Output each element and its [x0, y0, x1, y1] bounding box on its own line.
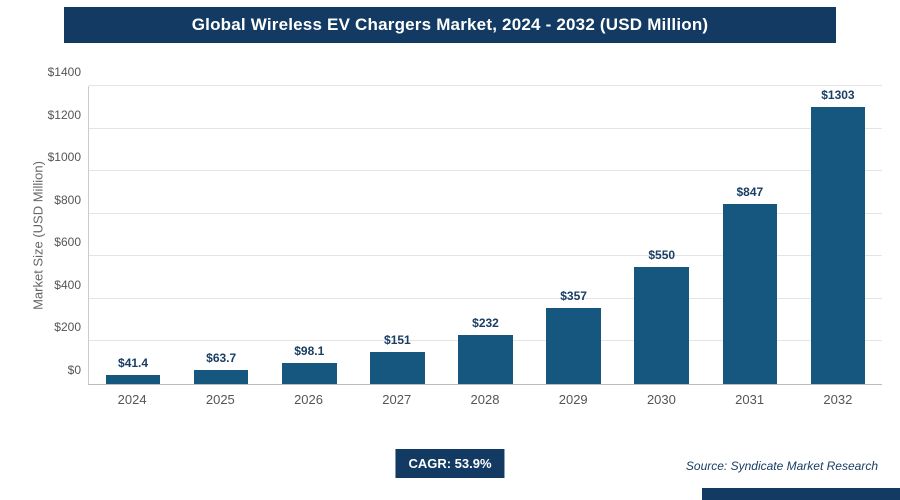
- y-axis-tick-label: $200: [54, 320, 81, 335]
- bar-column: $98.1: [265, 86, 353, 384]
- bar-value-label: $847: [736, 184, 764, 199]
- bar-column: $1303: [794, 86, 882, 384]
- bar-column: $847: [706, 86, 794, 384]
- chart-title-bar: Global Wireless EV Chargers Market, 2024…: [64, 7, 836, 43]
- x-axis-tick-label: 2028: [470, 392, 500, 407]
- bar-column: $63.7: [177, 86, 265, 384]
- bar: [458, 334, 513, 384]
- x-axis-labels: 2024 2025 2026 2027 2028 2029 2030 2031 2032: [88, 392, 882, 407]
- gridline: [89, 297, 882, 299]
- gridline: [89, 85, 882, 86]
- bar: [105, 375, 161, 384]
- y-axis-tick-label: $1200: [47, 107, 81, 122]
- y-axis-tick-label: $0: [67, 363, 81, 377]
- x-axis-tick-label: 2032: [823, 392, 853, 407]
- x-axis-tick-label: 2029: [558, 392, 588, 407]
- y-axis-tick-label: $600: [54, 235, 81, 250]
- gridline: [89, 170, 882, 172]
- gridline: [89, 255, 882, 257]
- y-axis-title: Market Size (USD Million): [30, 161, 46, 310]
- source-note: Source: Syndicate Market Research: [685, 459, 878, 473]
- x-axis-tick-label: 2031: [735, 392, 765, 407]
- bar-value-label: $41.4: [118, 356, 149, 371]
- gridline: [89, 212, 882, 214]
- bars-container: $41.4 $63.7 $98.1 $151 $232 $357 $550 $847 $1303: [89, 86, 882, 384]
- bar-value-label: $1303: [821, 87, 855, 102]
- bar-value-label: $151: [384, 332, 411, 347]
- y-axis-tick-label: $400: [54, 277, 81, 292]
- bar: [634, 266, 690, 384]
- bar-column: $41.4: [89, 86, 177, 384]
- bar: [722, 203, 778, 384]
- bar-value-label: $357: [560, 289, 587, 304]
- y-axis-tick-label: $1400: [47, 65, 81, 79]
- footer-decorative-strip: [702, 488, 900, 500]
- bar: [281, 363, 337, 384]
- y-axis-tick-label: $800: [54, 192, 81, 207]
- bar-value-label: $63.7: [206, 351, 237, 366]
- x-axis-tick-label: 2025: [205, 392, 235, 407]
- x-axis-tick-label: 2027: [382, 392, 412, 407]
- bar-column: $151: [353, 86, 441, 384]
- x-axis-tick-label: 2026: [294, 392, 323, 407]
- x-axis-tick-label: 2030: [646, 392, 676, 407]
- x-axis-tick-label: 2024: [117, 392, 147, 407]
- bar-value-label: $232: [472, 315, 499, 330]
- cagr-badge: CAGR: 53.9%: [395, 449, 505, 478]
- bar-value-label: $550: [648, 247, 676, 262]
- bar: [546, 308, 601, 384]
- bar-column: $232: [441, 86, 529, 384]
- chart-title: Global Wireless EV Chargers Market, 2024…: [191, 15, 709, 34]
- gridline: [89, 127, 882, 129]
- bar: [370, 351, 425, 384]
- bar: [810, 106, 866, 384]
- bar-value-label: $98.1: [294, 344, 325, 359]
- bar: [193, 370, 249, 384]
- plot-area: $41.4 $63.7 $98.1 $151 $232 $357 $550 $847 $1303…: [48, 65, 882, 385]
- bar-column: $550: [618, 86, 706, 384]
- y-axis-tick-label: $1000: [47, 150, 81, 165]
- bar-column: $357: [530, 86, 618, 384]
